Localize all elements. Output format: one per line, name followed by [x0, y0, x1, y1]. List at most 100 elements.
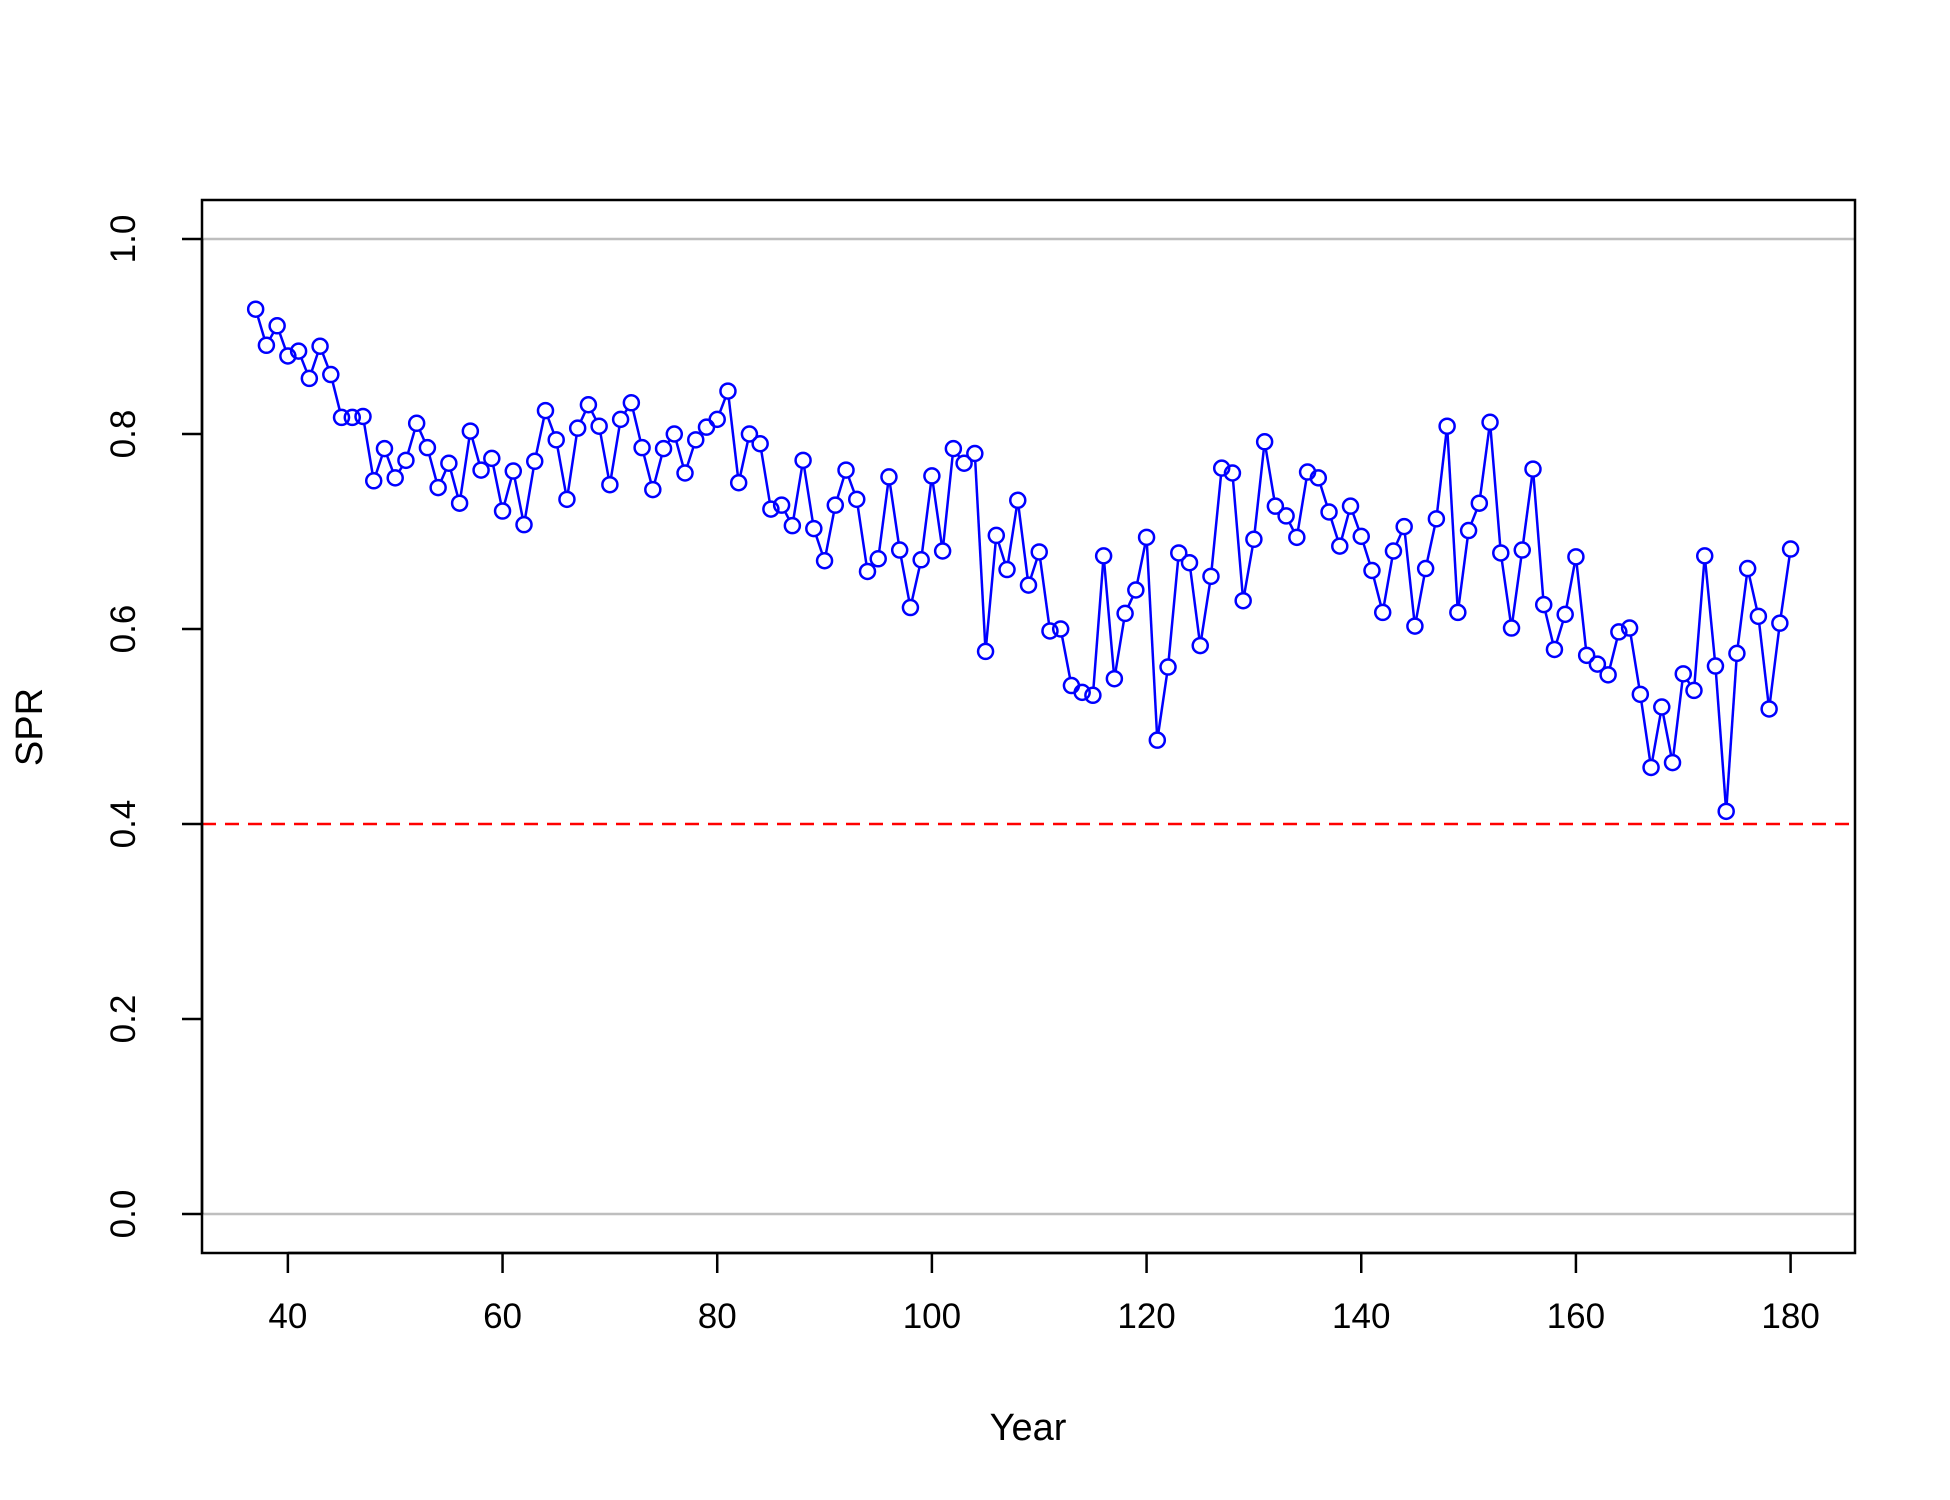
data-point — [923, 467, 941, 485]
series-segment — [535, 417, 546, 455]
series-segment — [278, 332, 287, 350]
data-point — [1771, 614, 1789, 632]
series-segment — [1189, 569, 1201, 639]
data-point — [493, 502, 512, 520]
x-tick-label: 160 — [1547, 1297, 1605, 1336]
series-segment — [1330, 518, 1339, 540]
data-point — [1695, 547, 1714, 565]
data-point — [536, 401, 555, 420]
series-segment — [1748, 575, 1758, 610]
series-segment — [1415, 575, 1426, 619]
series-segment — [418, 429, 426, 442]
y-tick-label: 1.0 — [104, 215, 143, 264]
series-segment — [1157, 674, 1169, 733]
data-point — [1631, 685, 1650, 704]
series-segment — [1436, 433, 1448, 512]
series-segment — [566, 435, 578, 493]
series-segment — [1489, 429, 1502, 546]
series-segment — [449, 470, 459, 497]
series-segment — [942, 455, 954, 544]
data-point — [1170, 544, 1188, 562]
data-point — [1062, 676, 1081, 695]
data-point — [1738, 559, 1757, 578]
series-segment — [675, 440, 685, 467]
data-point — [1245, 530, 1263, 549]
data-point — [450, 494, 469, 512]
data-point — [1202, 567, 1220, 586]
series-segment — [803, 467, 814, 522]
series-segment — [1629, 635, 1641, 688]
data-point — [1309, 469, 1328, 487]
data-point — [697, 418, 716, 436]
series-segment — [1714, 673, 1727, 804]
data-point — [289, 342, 308, 360]
data-point — [644, 480, 662, 499]
series-segment — [1651, 714, 1662, 761]
series-segment — [1362, 543, 1371, 564]
data-point — [998, 560, 1016, 579]
data-point — [1395, 517, 1413, 536]
data-point — [1459, 521, 1478, 540]
series-segment — [300, 357, 308, 372]
series-segment — [556, 447, 567, 493]
series-segment — [836, 476, 846, 499]
series-segment — [1608, 638, 1619, 668]
series-segment — [1457, 537, 1469, 606]
data-point — [375, 439, 394, 458]
data-point — [1127, 581, 1145, 599]
data-point — [1524, 460, 1542, 478]
data-point — [1137, 528, 1156, 547]
series-segment — [1779, 556, 1791, 616]
series-segment — [1029, 558, 1039, 579]
series-segment — [1522, 476, 1534, 543]
series-segment — [1565, 563, 1576, 608]
data-point — [837, 461, 855, 479]
data-point — [579, 396, 598, 414]
data-point — [268, 317, 286, 335]
data-point — [1320, 503, 1338, 521]
y-tick-label: 0.6 — [104, 605, 143, 654]
data-point — [1749, 607, 1768, 626]
data-point — [1288, 528, 1306, 547]
data-point — [1352, 527, 1370, 546]
data-point — [1384, 542, 1403, 560]
series-segment — [546, 417, 555, 434]
data-point — [1438, 417, 1456, 435]
data-point — [1019, 576, 1038, 594]
data-point — [601, 475, 619, 494]
data-point — [966, 444, 984, 463]
series-segment — [642, 454, 653, 483]
data-point — [1610, 623, 1628, 641]
data-point — [1030, 543, 1048, 561]
data-point — [762, 500, 780, 518]
series-segment — [783, 511, 790, 520]
data-point — [418, 438, 437, 457]
data-point — [1373, 603, 1392, 622]
series-segment — [1470, 509, 1478, 525]
data-point — [1556, 605, 1574, 624]
x-tick-label: 120 — [1117, 1297, 1175, 1336]
data-point — [1073, 683, 1091, 702]
data-point — [1545, 640, 1564, 659]
data-point — [1105, 669, 1124, 688]
series-segment — [1672, 681, 1684, 756]
data-point — [622, 394, 641, 412]
data-point — [1449, 603, 1467, 622]
series-segment — [1403, 533, 1416, 619]
data-point — [987, 526, 1006, 545]
y-tick-label: 0.4 — [104, 800, 143, 849]
data-point — [1728, 644, 1746, 663]
y-tick-label: 0.0 — [104, 1190, 143, 1239]
series-segment — [1264, 448, 1276, 499]
series-segment — [1167, 560, 1180, 660]
data-point — [1009, 491, 1027, 510]
data-point — [1427, 510, 1446, 528]
data-point — [676, 464, 694, 482]
series-segment — [1351, 512, 1360, 530]
data-point — [483, 449, 501, 468]
series-segment — [1511, 557, 1523, 621]
series-segment — [363, 423, 374, 474]
series-segment — [599, 433, 610, 478]
series-segment — [824, 512, 836, 554]
